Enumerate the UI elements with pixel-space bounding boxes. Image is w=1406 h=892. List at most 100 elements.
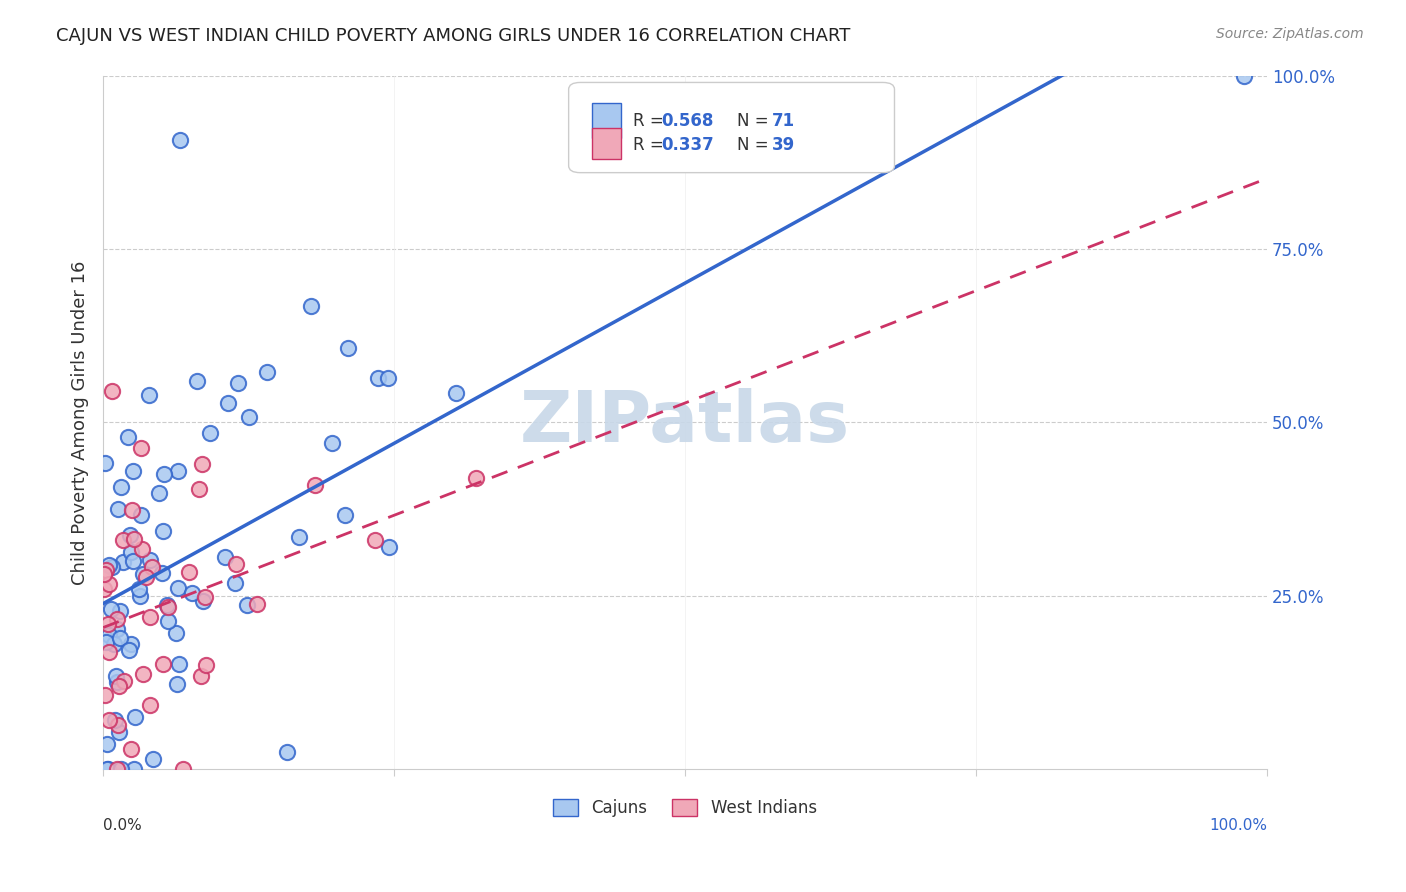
Point [122, 532, 145, 546]
Point [152, 524, 174, 539]
Point [1233, 69, 1256, 83]
Point [122, 762, 145, 776]
Point [157, 599, 180, 614]
Point [321, 436, 343, 450]
Point [217, 396, 239, 410]
Point [100, 560, 122, 574]
Point [194, 657, 217, 672]
Text: R =: R = [633, 112, 669, 129]
Point [224, 575, 246, 590]
Point [276, 745, 298, 759]
Point [121, 554, 143, 568]
Text: 71: 71 [772, 112, 796, 129]
Point [94, 688, 117, 702]
Point [200, 425, 222, 440]
Point [214, 550, 236, 565]
Point [226, 376, 249, 390]
Point [107, 718, 129, 732]
Point [101, 384, 124, 398]
Point [120, 545, 142, 559]
FancyBboxPatch shape [592, 128, 621, 159]
Point [118, 528, 141, 542]
Point [107, 501, 129, 516]
Point [193, 594, 215, 608]
Point [186, 374, 208, 388]
Point [236, 599, 259, 613]
Point [167, 581, 190, 595]
Point [97, 762, 120, 776]
Point [337, 341, 360, 355]
Point [194, 591, 217, 605]
Point [107, 679, 129, 693]
Point [165, 626, 187, 640]
Text: 100.0%: 100.0% [1209, 818, 1267, 833]
Point [100, 602, 122, 616]
Point [238, 409, 260, 424]
Point [129, 590, 152, 604]
Point [97, 713, 120, 727]
Point [444, 386, 467, 401]
Text: 0.337: 0.337 [662, 136, 714, 154]
Text: R =: R = [633, 136, 669, 154]
Point [150, 566, 173, 580]
Point [377, 371, 399, 385]
Point [135, 570, 157, 584]
Point [180, 586, 202, 600]
Point [304, 478, 326, 492]
Point [367, 371, 389, 385]
Point [225, 558, 247, 572]
Point [105, 612, 128, 626]
Point [103, 637, 125, 651]
Point [96, 762, 118, 776]
Point [121, 464, 143, 478]
Point [188, 482, 211, 496]
Point [169, 133, 191, 147]
Point [148, 485, 170, 500]
Point [105, 622, 128, 636]
Point [132, 567, 155, 582]
Point [110, 480, 132, 494]
Point [128, 582, 150, 596]
Legend: Cajuns, West Indians: Cajuns, West Indians [547, 792, 824, 823]
Text: CAJUN VS WEST INDIAN CHILD POVERTY AMONG GIRLS UNDER 16 CORRELATION CHART: CAJUN VS WEST INDIAN CHILD POVERTY AMONG… [56, 27, 851, 45]
Point [104, 669, 127, 683]
Point [108, 604, 131, 618]
Point [104, 713, 127, 727]
Point [464, 471, 486, 485]
Point [97, 616, 120, 631]
Point [139, 553, 162, 567]
Point [190, 669, 212, 683]
Point [152, 467, 174, 482]
Point [110, 762, 132, 776]
Text: 39: 39 [772, 136, 796, 154]
Point [142, 752, 165, 766]
Point [105, 674, 128, 689]
Point [377, 541, 399, 555]
Point [97, 628, 120, 642]
Text: N =: N = [737, 112, 775, 129]
Point [97, 645, 120, 659]
Point [120, 637, 142, 651]
Point [124, 709, 146, 723]
Point [98, 558, 121, 573]
Point [121, 503, 143, 517]
Point [98, 577, 121, 591]
Point [93, 567, 115, 582]
Point [364, 533, 387, 547]
Point [152, 657, 174, 671]
FancyBboxPatch shape [592, 103, 621, 138]
Y-axis label: Child Poverty Among Girls Under 16: Child Poverty Among Girls Under 16 [72, 260, 89, 584]
FancyBboxPatch shape [568, 82, 894, 173]
Point [131, 541, 153, 556]
Point [141, 560, 163, 574]
Point [177, 565, 200, 579]
Point [139, 609, 162, 624]
Point [105, 762, 128, 776]
Point [169, 657, 191, 671]
Point [93, 582, 115, 597]
Point [96, 737, 118, 751]
Text: ZIPatlas: ZIPatlas [520, 388, 851, 457]
Point [131, 508, 153, 522]
Point [132, 666, 155, 681]
Point [108, 725, 131, 739]
